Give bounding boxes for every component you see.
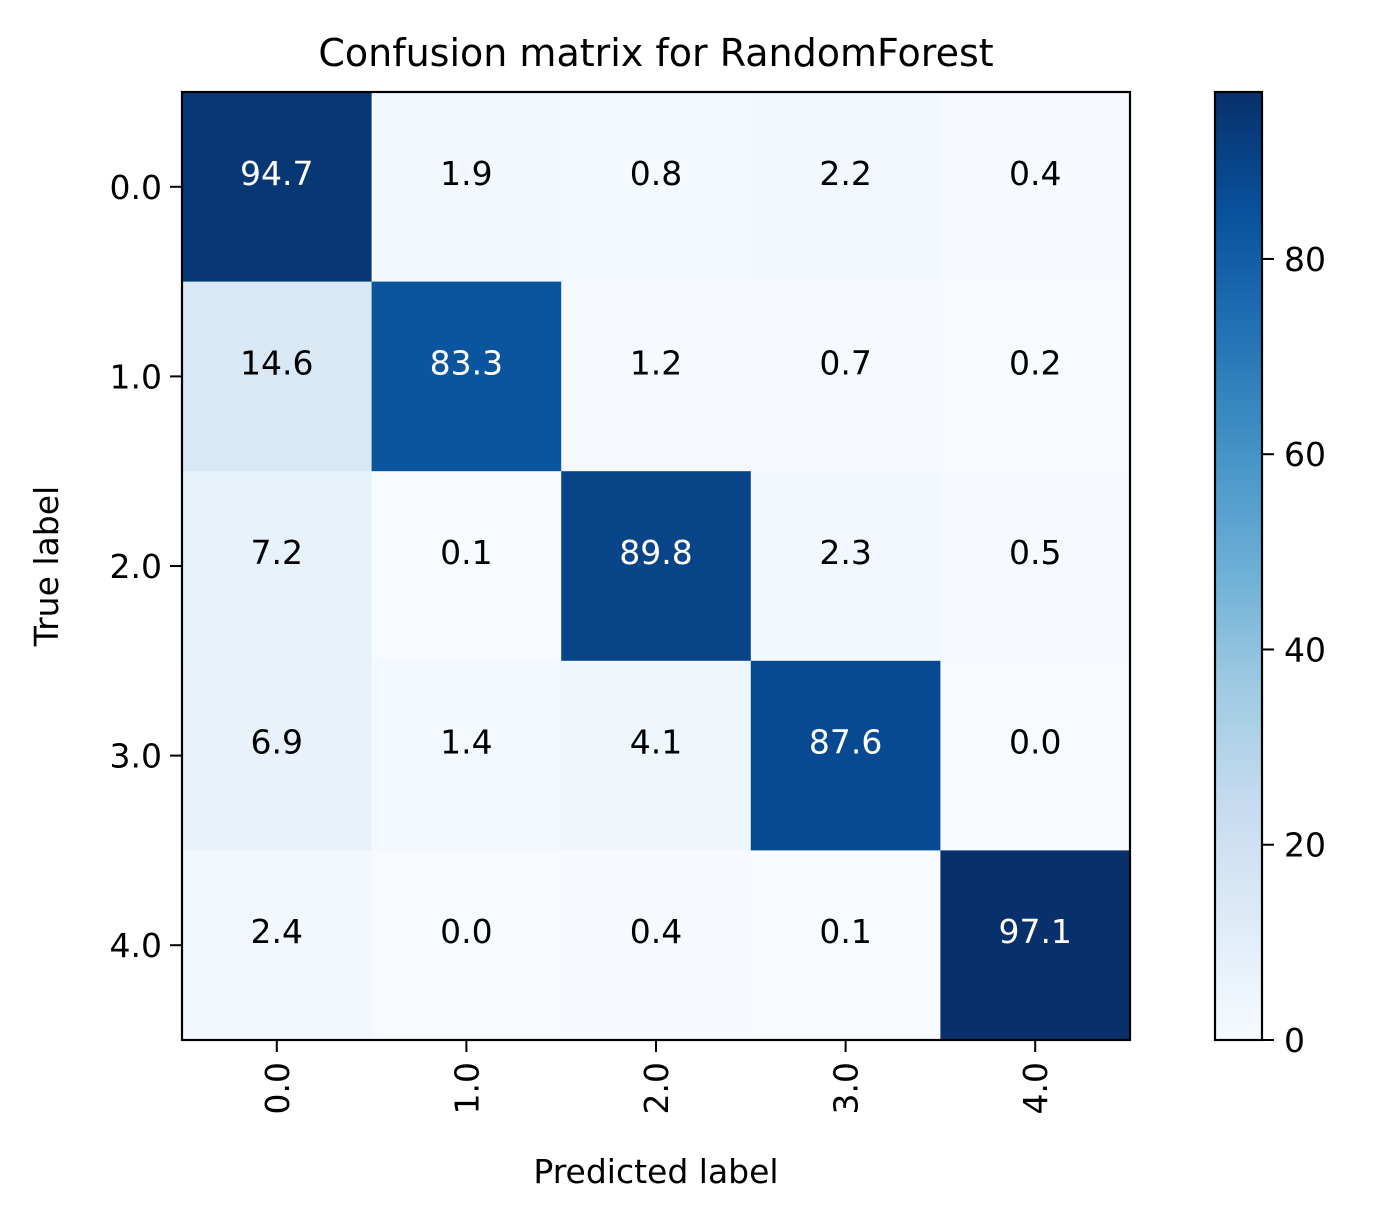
cell-value-label: 0.0 — [1009, 723, 1061, 762]
cell-value-label: 0.1 — [819, 912, 871, 951]
x-tick-label: 4.0 — [1016, 1062, 1055, 1114]
colorbar-tick-label: 20 — [1284, 826, 1326, 865]
heatmap-cell — [182, 92, 373, 283]
heatmap-cell — [750, 660, 941, 851]
heatmap-cell — [371, 281, 562, 472]
y-axis-label: True label — [27, 486, 66, 647]
cell-value-label: 1.2 — [630, 343, 682, 382]
cell-value-label: 7.2 — [251, 533, 303, 572]
cell-value-label: 0.0 — [440, 912, 492, 951]
heatmap-cell — [750, 850, 941, 1041]
cell-value-label: 0.4 — [1009, 154, 1061, 193]
cell-value-label: 97.1 — [998, 912, 1071, 951]
chart-title: Confusion matrix for RandomForest — [318, 31, 993, 75]
y-axis-ticks: 0.0 1.0 2.0 3.0 4.0 — [110, 168, 182, 965]
cell-value-label: 0.7 — [819, 343, 871, 382]
heatmap-cell — [750, 281, 941, 472]
y-tick-label: 1.0 — [110, 357, 162, 396]
cell-value-label: 14.6 — [240, 343, 313, 382]
cell-value-label: 0.8 — [630, 154, 682, 193]
heatmap-cells: 94.7 1.9 0.8 2.2 0.4 14.6 83.3 1.2 0.7 0.2 7.2 0.1 8… — [182, 92, 1131, 1041]
heatmap-cell — [371, 850, 562, 1041]
x-axis-label: Predicted label — [533, 1152, 778, 1191]
colorbar-tick-label: 80 — [1284, 240, 1326, 279]
heatmap-cell — [750, 471, 941, 662]
colorbar-gradient — [1213, 90, 1264, 1042]
heatmap-cell — [371, 471, 562, 662]
colorbar-tick-label: 40 — [1284, 630, 1326, 669]
colorbar-tick-label: 60 — [1284, 435, 1326, 474]
x-axis-ticks: 0.0 1.0 2.0 3.0 4.0 — [258, 1040, 1055, 1114]
heatmap-cell — [371, 92, 562, 283]
heatmap-cell — [940, 281, 1131, 472]
heatmap-cell — [561, 471, 752, 662]
x-tick-label: 0.0 — [258, 1062, 297, 1114]
heatmap-cell — [940, 850, 1131, 1041]
heatmap-cell — [561, 660, 752, 851]
cell-value-label: 2.4 — [251, 912, 303, 951]
cell-value-label: 0.5 — [1009, 533, 1061, 572]
heatmap-cell — [940, 660, 1131, 851]
colorbar: 0 20 40 60 80 — [1213, 90, 1326, 1060]
cell-value-label: 4.1 — [630, 723, 682, 762]
cell-value-label: 0.2 — [1009, 343, 1061, 382]
cell-value-label: 6.9 — [251, 723, 303, 762]
heatmap-cell — [750, 92, 941, 283]
x-tick-label: 2.0 — [637, 1062, 676, 1114]
x-tick-label: 3.0 — [827, 1062, 866, 1114]
heatmap-cell — [561, 850, 752, 1041]
heatmap-cell — [182, 471, 373, 662]
x-tick-label: 1.0 — [447, 1062, 486, 1114]
heatmap-cell — [182, 850, 373, 1041]
heatmap-cell — [940, 471, 1131, 662]
y-tick-label: 2.0 — [110, 547, 162, 586]
heatmap-cell — [561, 92, 752, 283]
cell-value-label: 1.4 — [440, 723, 492, 762]
colorbar-tick-label: 0 — [1284, 1021, 1305, 1060]
y-tick-label: 4.0 — [110, 926, 162, 965]
cell-value-label: 94.7 — [240, 154, 313, 193]
y-tick-label: 3.0 — [110, 737, 162, 776]
heatmap-cell — [561, 281, 752, 472]
cell-value-label: 87.6 — [809, 723, 882, 762]
cell-value-label: 0.1 — [440, 533, 492, 572]
cell-value-label: 89.8 — [619, 533, 692, 572]
heatmap-cell — [371, 660, 562, 851]
cell-value-label: 1.9 — [440, 154, 492, 193]
cell-value-label: 2.3 — [819, 533, 871, 572]
heatmap-cell — [940, 92, 1131, 283]
cell-value-label: 0.4 — [630, 912, 682, 951]
cell-value-label: 83.3 — [430, 343, 503, 382]
heatmap-cell — [182, 281, 373, 472]
y-tick-label: 0.0 — [110, 168, 162, 207]
colorbar-ticks: 0 20 40 60 80 — [1262, 240, 1326, 1060]
heatmap-cell — [182, 660, 373, 851]
cell-value-label: 2.2 — [819, 154, 871, 193]
